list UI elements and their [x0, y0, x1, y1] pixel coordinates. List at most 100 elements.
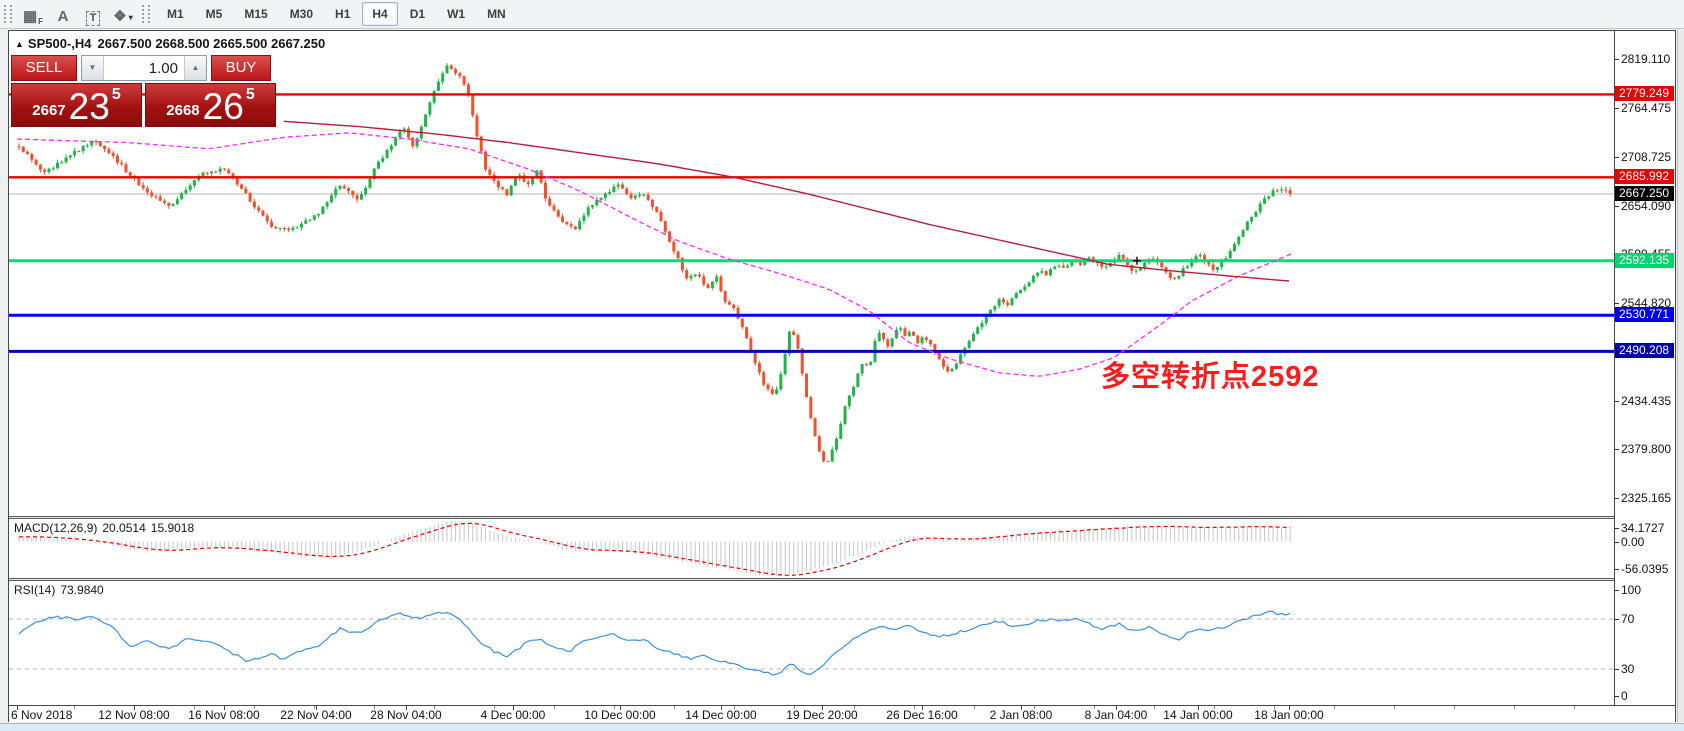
time-minor-tick	[854, 706, 855, 709]
timeframe-toolbar: M1 M5 M15 M30 H1 H4 D1 W1 MN	[156, 2, 517, 26]
time-tick-label: 12 Nov 08:00	[98, 708, 170, 722]
price-tick-label: 2764.475	[1621, 100, 1672, 115]
time-minor-tick	[1214, 706, 1215, 709]
time-minor-tick	[1034, 706, 1035, 709]
time-minor-tick	[254, 706, 255, 709]
timeframe-button-mn[interactable]: MN	[487, 7, 506, 21]
timeframe-button-h1[interactable]: H1	[335, 7, 351, 21]
price-chart-canvas[interactable]	[9, 31, 1614, 516]
time-tick-label: 14 Jan 00:00	[1163, 708, 1233, 722]
timeframe-toolbar-drag-handle[interactable]	[142, 5, 150, 23]
text-box-icon[interactable]: T	[78, 2, 108, 26]
time-minor-tick	[194, 706, 195, 709]
drawing-tools-group: ▦ F A T ❖ ▾	[18, 2, 138, 27]
sell-price-big: 23	[68, 86, 110, 127]
panel-splitter[interactable]	[9, 516, 1614, 519]
axis-tick	[1615, 59, 1619, 60]
timeframe-button-w1[interactable]: W1	[447, 7, 466, 21]
time-minor-tick	[1094, 706, 1095, 709]
macd-indicator-canvas[interactable]	[9, 519, 1614, 578]
time-tick	[513, 706, 514, 710]
sell-quote-tile[interactable]: 2667 23 5	[11, 83, 142, 127]
text-label-icon[interactable]: A	[57, 7, 69, 25]
status-strip	[0, 723, 1684, 731]
rsi-label: RSI(14) 73.9840	[14, 583, 104, 597]
sell-price-prefix: 2667	[32, 102, 66, 119]
macd-label: MACD(12,26,9) 20.0514 15.9018	[14, 521, 195, 535]
price-level-badge: 2592.135	[1615, 252, 1674, 268]
chart-text-annotation[interactable]: 多空转折点2592	[1101, 361, 1320, 393]
volume-decrease-button[interactable]: ▼	[82, 56, 104, 80]
volume-input[interactable]	[104, 56, 184, 80]
time-minor-tick	[374, 706, 375, 709]
time-minor-tick	[1274, 706, 1275, 709]
collapse-arrow-icon[interactable]: ▲	[15, 39, 24, 49]
sell-button[interactable]: SELL	[11, 55, 77, 81]
time-tick	[406, 706, 407, 710]
time-minor-tick	[674, 706, 675, 709]
time-tick-label: 4 Dec 00:00	[480, 708, 546, 722]
ohlc-values: 2667.500 2668.500 2665.500 2667.250	[97, 36, 326, 51]
time-minor-tick	[614, 706, 615, 709]
price-level-badge: 2667.250	[1615, 185, 1674, 201]
price-tick-label: 2379.800	[1621, 442, 1672, 457]
time-minor-tick	[794, 706, 795, 709]
buy-quote-tile[interactable]: 2668 26 5	[145, 83, 276, 127]
rsi-axis-label: 0	[1621, 689, 1628, 703]
time-tick	[1021, 706, 1022, 710]
axis-tick	[1615, 107, 1619, 109]
shapes-dropdown-icon[interactable]: ❖ ▾	[113, 7, 133, 25]
timeframe-button-h4[interactable]: H4	[362, 2, 398, 26]
time-tick	[17, 706, 18, 710]
axis-tick	[1615, 157, 1619, 159]
timeframe-button-m5[interactable]: M5	[205, 7, 223, 21]
buy-button[interactable]: BUY	[211, 55, 271, 81]
axis-tick	[1615, 619, 1619, 620]
price-tick-label: 2708.725	[1621, 150, 1672, 165]
buy-price-sup: 5	[245, 86, 255, 103]
vertical-scrollbar[interactable]	[1677, 30, 1684, 722]
axis-tick	[1615, 498, 1619, 499]
symbol-period-label: SP500-,H4	[27, 36, 92, 51]
timeframe-button-m15[interactable]: M15	[244, 7, 268, 21]
time-tick-label: 8 Jan 04:00	[1084, 708, 1148, 722]
axis-tick	[1615, 528, 1619, 529]
price-tick-label: 2325.165	[1621, 491, 1672, 505]
time-minor-tick	[1334, 706, 1335, 709]
time-minor-tick	[494, 706, 495, 709]
macd-axis-label: -56.0395	[1621, 562, 1669, 576]
volume-increase-button[interactable]: ▲	[184, 56, 206, 80]
time-tick	[620, 706, 621, 710]
price-level-badge: 2685.992	[1615, 169, 1674, 185]
price-tick-label: 2544.820	[1621, 295, 1672, 310]
price-level-badge: 2779.249	[1615, 86, 1674, 102]
time-minor-tick	[974, 706, 975, 709]
toolbar-drag-handle[interactable]	[4, 5, 12, 23]
chart-window: ▲ SP500-,H4 2667.500 2668.500 2665.500 266…	[8, 30, 1676, 722]
time-minor-tick	[1394, 706, 1395, 709]
timeframe-button-d1[interactable]: D1	[409, 7, 426, 21]
time-tick-label: 6 Nov 2018	[11, 708, 73, 722]
rsi-indicator-canvas[interactable]	[9, 581, 1614, 705]
time-tick	[1289, 706, 1290, 710]
time-axis: 6 Nov 2018 12 Nov 08:00 16 Nov 08:00 22 Nov…	[9, 705, 1675, 722]
macd-axis-label: 34.1727	[1621, 521, 1665, 535]
timeframe-button-m1[interactable]: M1	[167, 7, 184, 21]
timeframe-button-m30[interactable]: M30	[289, 7, 314, 21]
indicators-grid-f-icon[interactable]: ▦ F	[22, 7, 44, 26]
one-click-trade-panel: SELL ▼ ▲ BUY 2667 23 5 2668 26 5	[11, 55, 277, 127]
time-tick-label: 22 Nov 04:00	[280, 708, 352, 722]
rsi-axis-label: 100	[1621, 583, 1642, 597]
price-axis: 2819.1102764.4752708.7252654.0902599.455…	[1614, 31, 1675, 705]
time-tick	[134, 706, 135, 710]
time-tick	[721, 706, 722, 710]
time-tick-label: 26 Dec 16:00	[886, 708, 958, 722]
main-toolbar: ▦ F A T ❖ ▾ M1 M5 M15 M30 H1 H4 D1 W1 MN	[0, 0, 1684, 29]
time-tick	[316, 706, 317, 710]
panel-splitter[interactable]	[9, 578, 1614, 581]
time-tick-label: 14 Dec 00:00	[685, 708, 757, 722]
time-tick-label: 18 Jan 00:00	[1254, 708, 1324, 722]
time-tick-label: 19 Dec 20:00	[786, 708, 858, 722]
rsi-axis-label: 30	[1621, 662, 1635, 676]
time-minor-tick	[1574, 706, 1575, 709]
